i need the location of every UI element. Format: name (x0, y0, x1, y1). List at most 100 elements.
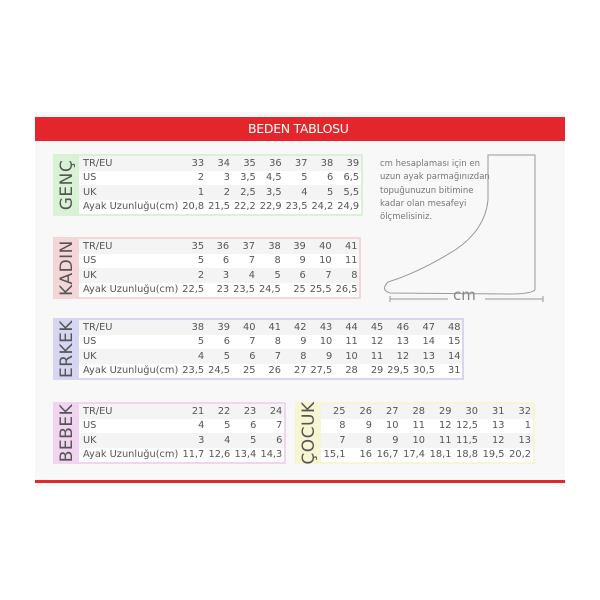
size-table: TR/EU 21 22 23 24 US 4 5 6 7 UK 3 4 5 6 Ayak Uzunluğu(c… (79, 404, 285, 462)
table-cell: 20,2 (506, 447, 533, 462)
row-label: US (79, 418, 181, 433)
table-cell: 31 (480, 404, 507, 419)
category-name: ERKEK (57, 319, 77, 379)
table-cell: 24 (258, 404, 285, 419)
table-cell: 13,4 (232, 447, 259, 462)
table-cell: 5 (256, 268, 283, 283)
table-cell: 43 (308, 320, 335, 335)
table-cell: 29 (427, 404, 454, 419)
page-title: BEDEN TABLOSU (248, 121, 349, 136)
table-cell: 38 (309, 156, 336, 171)
table-cell: 29,5 (385, 363, 412, 378)
table-cell: 3,5 (231, 170, 258, 185)
title-banner: BEDEN TABLOSU (35, 117, 565, 141)
table-cell: 17,4 (400, 447, 427, 462)
table-cell: 10 (400, 433, 427, 448)
table-cell: 9 (374, 433, 401, 448)
table-cell: 13 (411, 349, 437, 364)
table-cell: 39 (282, 239, 308, 254)
table-row: Ayak Uzunluğu(cm) 11,7 12,6 13,4 14,3 (79, 447, 285, 462)
table-cell: 7 (307, 268, 334, 283)
table-cell: 6 (206, 334, 232, 349)
table-cell: 21 (180, 404, 207, 419)
table-cell: 35 (180, 239, 207, 254)
table-cell: 23,5 (180, 363, 207, 378)
table-cell: 36 (257, 156, 284, 171)
table-cell: 22,5 (180, 282, 207, 297)
table-cell: 12 (480, 433, 507, 448)
row-label: TR/EU (79, 239, 181, 254)
table-row: 25 26 27 28 29 30 31 32 (321, 404, 533, 419)
table-cell: 22 (206, 404, 233, 419)
table-cell: 5 (180, 334, 207, 349)
table-cell: 10 (307, 253, 334, 268)
row-label: Ayak Uzunluğu(cm) (79, 447, 181, 462)
table-cell: 2 (206, 185, 232, 200)
table-cell: 44 (334, 320, 360, 335)
table-cell: 1 (180, 185, 207, 200)
table-kadin: KADIN TR/EU 35 36 37 38 39 40 41 US 5 6 7 8 9 10 11 UK 2 3 4… (53, 237, 362, 299)
table-row: US 4 5 6 7 (79, 418, 285, 433)
table-cell: 13 (506, 433, 533, 448)
table-cell: 33 (180, 156, 207, 171)
table-category-label: BEBEK (55, 404, 79, 462)
table-cell: 11,5 (453, 433, 480, 448)
table-cell: 6 (258, 433, 285, 448)
row-label: UK (79, 349, 181, 364)
table-cell: 11 (359, 349, 386, 364)
table-cell: 24,2 (309, 199, 336, 214)
table-cell: 5 (206, 349, 232, 364)
table-cell: 6,5 (335, 170, 362, 185)
table-cell: 16 (347, 447, 374, 462)
table-cell: 47 (411, 320, 437, 335)
table-cell: 38 (180, 320, 207, 335)
table-cell: 10 (308, 334, 335, 349)
category-name: GENÇ (57, 159, 77, 211)
table-cell: 31 (436, 363, 463, 378)
table-cell: 3 (206, 170, 232, 185)
table-cell: 14 (436, 349, 463, 364)
table-category-label: KADIN (55, 239, 79, 297)
measure-note: cm hesaplaması için en uzun ayak parmağı… (380, 158, 510, 224)
table-cell: 7 (321, 433, 348, 448)
table-category-label: ERKEK (55, 320, 79, 378)
table-cell: 24,5 (206, 363, 232, 378)
table-cell: 30 (453, 404, 480, 419)
table-bebek: BEBEK TR/EU 21 22 23 24 US 4 5 6 7 UK 3 4 5 6 Ayak Uzunl… (53, 402, 287, 464)
table-cell: 7 (258, 418, 285, 433)
table-cell: 29 (359, 363, 386, 378)
table-cell: 4,5 (257, 170, 284, 185)
table-cell: 42 (282, 320, 309, 335)
table-cell: 24,5 (256, 282, 283, 297)
table-cell: 26,5 (333, 282, 360, 297)
table-row: Ayak Uzunluğu(cm) 20,8 21,5 22,2 22,9 23,5 24,… (79, 199, 362, 214)
table-cell: 37 (231, 239, 257, 254)
row-label: Ayak Uzunluğu(cm) (79, 363, 181, 378)
table-cell: 5 (283, 170, 310, 185)
table-cell: 16,7 (374, 447, 401, 462)
table-cell: 46 (385, 320, 412, 335)
table-cell: 34 (206, 156, 232, 171)
table-cell: 7 (231, 253, 257, 268)
note-line: cm hesaplaması için en (380, 159, 480, 169)
table-row: US 2 3 3,5 4,5 5 6 6,5 (79, 170, 362, 185)
table-cell: 39 (206, 320, 232, 335)
table-cell: 4 (180, 418, 207, 433)
table-cell: 3 (206, 268, 232, 283)
size-table: TR/EU 35 36 37 38 39 40 41 US 5 6 7 8 9 10 11 UK 2 3 4 5 6 7 8 A… (79, 239, 360, 297)
size-table: TR/EU 33 34 35 36 37 38 39 US 2 3 3,5 4,5 5 6 6,5 UK 1 2 2,… (79, 156, 362, 214)
row-label: TR/EU (79, 320, 181, 335)
row-label: UK (79, 268, 181, 283)
table-cell: 32 (506, 404, 533, 419)
table-row: UK 4 5 6 7 8 9 10 11 12 13 14 (79, 349, 463, 364)
category-name: ÇOCUK (299, 401, 319, 465)
table-cell: 5,5 (335, 185, 362, 200)
table-cell: 11,7 (180, 447, 207, 462)
note-line: kadar olan mesafeyi (380, 198, 467, 209)
table-cell: 8 (282, 349, 309, 364)
table-cell: 35 (231, 156, 258, 171)
table-row: 7 8 9 10 11 11,5 12 13 (321, 433, 533, 448)
table-cell: 13 (480, 418, 507, 433)
table-cell: 41 (257, 320, 283, 335)
table-cell: 22,9 (257, 199, 284, 214)
